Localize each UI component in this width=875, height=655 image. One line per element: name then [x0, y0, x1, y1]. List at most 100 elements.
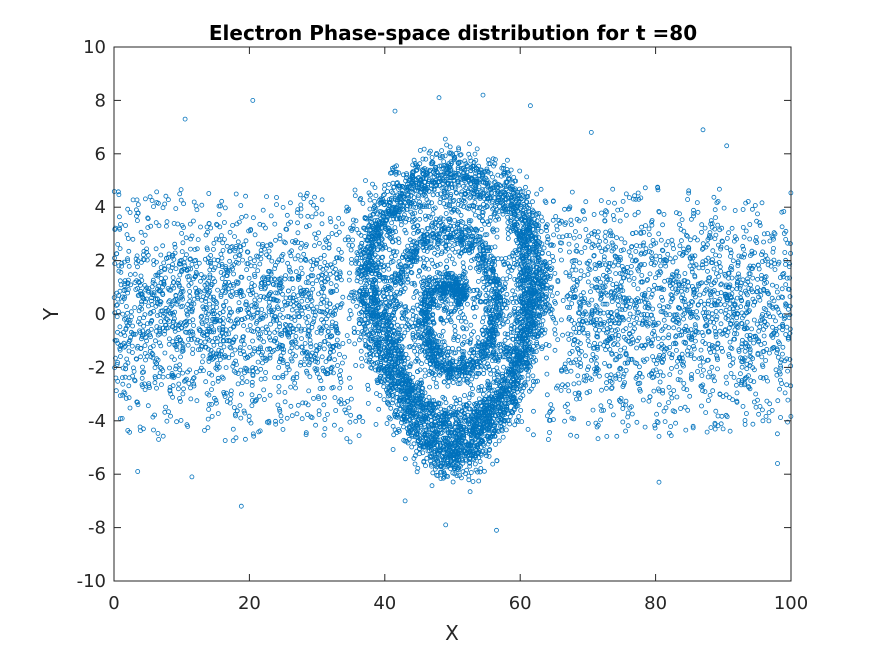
electron-point: [187, 257, 193, 262]
electron-point: [245, 355, 251, 360]
electron-point: [660, 390, 665, 396]
electron-point: [730, 258, 736, 264]
electron-point: [565, 331, 571, 337]
electron-point: [770, 282, 775, 288]
electron-point: [708, 218, 714, 224]
electron-point: [553, 214, 559, 219]
electron-point: [280, 373, 286, 378]
electron-point: [619, 279, 624, 285]
electron-point: [700, 246, 705, 252]
electron-point: [734, 382, 739, 388]
electron-point: [694, 287, 699, 293]
electron-point: [273, 418, 278, 424]
electron-point: [314, 304, 320, 310]
electron-point: [274, 202, 279, 208]
electron-point: [586, 266, 592, 272]
electron-point: [656, 336, 661, 342]
electron-point: [578, 268, 584, 274]
electron-point: [145, 403, 151, 409]
electron-point: [118, 342, 123, 348]
electron-point: [702, 225, 708, 231]
electron-point: [188, 236, 194, 242]
electron-point: [642, 262, 647, 267]
electron-point: [332, 357, 338, 363]
electron-point: [724, 332, 730, 338]
electron-point: [610, 412, 616, 418]
electron-point: [767, 350, 772, 356]
electron-point: [752, 203, 758, 208]
electron-point: [174, 419, 180, 425]
electron-point: [153, 246, 159, 252]
electron-point: [233, 292, 239, 298]
electron-point: [732, 208, 738, 213]
electron-point: [257, 221, 263, 227]
electron-point: [246, 228, 252, 234]
electron-point: [287, 276, 293, 282]
electron-point: [713, 316, 719, 322]
electron-point: [649, 292, 655, 297]
electron-point: [671, 341, 676, 347]
electron-point: [697, 292, 703, 298]
electron-point: [205, 425, 211, 431]
electron-point: [757, 324, 763, 330]
electron-point: [663, 242, 669, 248]
electron-point: [775, 398, 781, 404]
electron-point: [760, 364, 766, 370]
electron-point: [605, 309, 611, 315]
electron-point: [142, 232, 148, 238]
electron-point: [724, 380, 729, 386]
electron-point: [178, 354, 183, 360]
electron-point: [458, 318, 464, 324]
electron-point: [258, 331, 264, 337]
electron-point: [691, 210, 696, 216]
electron-point: [761, 231, 767, 237]
electron-point: [303, 430, 309, 436]
electron-point: [321, 402, 327, 408]
electron-point: [757, 222, 763, 228]
electron-point: [643, 342, 649, 348]
electron-point: [342, 354, 347, 360]
electron-point: [663, 263, 669, 269]
electron-point: [116, 268, 122, 274]
electron-point: [734, 286, 740, 292]
electron-point: [703, 410, 709, 416]
electron-point: [467, 265, 473, 271]
electron-point: [617, 399, 623, 404]
electron-point: [718, 246, 723, 252]
electron-point: [742, 355, 748, 361]
electron-point: [283, 273, 288, 279]
electron-point: [313, 261, 319, 267]
electron-point: [123, 366, 128, 372]
electron-point: [230, 339, 236, 345]
electron-point: [338, 368, 344, 374]
electron-point: [207, 301, 213, 307]
electron-point: [615, 207, 621, 213]
electron-point: [249, 379, 255, 385]
electron-point: [775, 347, 780, 353]
electron-point: [216, 351, 222, 357]
electron-point: [230, 324, 236, 330]
electron-point: [671, 316, 676, 322]
electron-point: [589, 297, 595, 303]
electron-point: [222, 438, 228, 443]
electron-point: [278, 413, 284, 419]
electron-point: [188, 396, 194, 402]
electron-point: [359, 356, 364, 362]
electron-point: [700, 265, 706, 271]
electron-point: [623, 367, 629, 373]
electron-point: [597, 373, 602, 379]
electron-point: [224, 399, 230, 405]
electron-point: [267, 355, 273, 361]
electron-point: [208, 321, 214, 327]
electron-point: [218, 294, 224, 299]
electron-point: [252, 346, 258, 352]
electron-point: [345, 234, 351, 240]
electron-point: [624, 352, 629, 358]
electron-point: [736, 377, 742, 383]
electron-point: [243, 193, 249, 199]
electron-point: [701, 367, 706, 373]
electron-point: [298, 288, 304, 294]
electron-point: [236, 307, 241, 313]
electron-point: [434, 269, 440, 275]
electron-point: [576, 330, 582, 336]
